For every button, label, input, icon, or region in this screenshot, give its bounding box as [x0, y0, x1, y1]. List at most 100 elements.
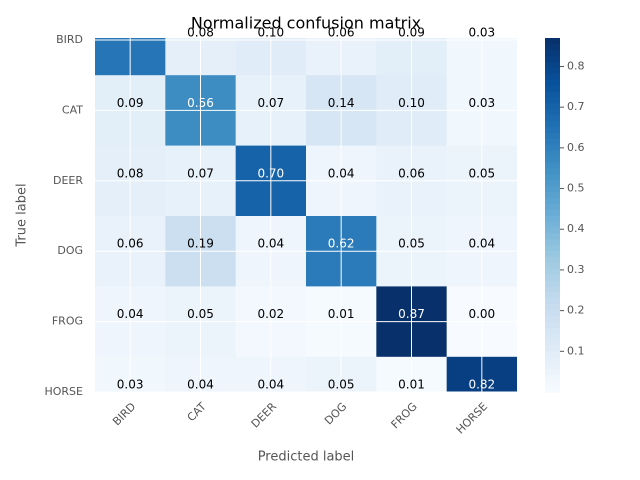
colorbar-segment — [545, 380, 560, 387]
colorbar-segment — [545, 197, 560, 204]
cell-label: 0.03 — [468, 96, 495, 110]
cell-label: 0.06 — [328, 26, 355, 40]
cell-label: 0.04 — [328, 166, 355, 180]
cell-label: 0.01 — [398, 378, 425, 392]
colorbar-segment — [545, 173, 560, 181]
colorbar-segment — [545, 120, 560, 128]
cell-label: 0.05 — [468, 166, 495, 180]
colorbar-segment — [545, 238, 560, 246]
cell-label: 0.62 — [328, 237, 355, 251]
x-tick-label: FROG — [389, 400, 420, 431]
cell-label: 0.05 — [187, 307, 214, 321]
colorbar-tick-label: 0.8 — [567, 59, 585, 72]
y-tick-label: CAT — [62, 103, 83, 116]
cell-label: 0.10 — [257, 26, 284, 40]
colorbar-segment — [545, 303, 560, 310]
colorbar-segment — [545, 344, 560, 352]
colorbar-segment — [545, 285, 560, 293]
colorbar-segment — [545, 156, 560, 163]
cell-label: 0.07 — [257, 96, 284, 110]
colorbar-segment — [545, 250, 560, 257]
colorbar-segment — [545, 362, 560, 369]
cell-label: 0.01 — [328, 307, 355, 321]
chart-title: Normalized confusion matrix — [191, 14, 421, 33]
cell-label: 0.06 — [398, 166, 425, 180]
cell-label: 0.04 — [257, 237, 284, 251]
colorbar-segment — [545, 291, 560, 299]
x-tick-label: HORSE — [454, 400, 490, 436]
colorbar-tick-label: 0.2 — [567, 304, 585, 317]
cell-label: 0.03 — [117, 378, 144, 392]
y-tick-label: DEER — [53, 174, 83, 187]
colorbar-segment — [545, 350, 560, 358]
cell-label: 0.04 — [117, 307, 144, 321]
y-tick-label: BIRD — [56, 33, 83, 46]
colorbar-segment — [545, 274, 560, 281]
colorbar-segment — [545, 43, 560, 51]
cell-label: 0.64 — [117, 26, 144, 40]
cell-label: 0.87 — [398, 307, 425, 321]
cell-label: 0.05 — [328, 378, 355, 392]
colorbar-segment — [545, 327, 560, 334]
colorbar-segment — [545, 85, 560, 92]
y-tick-label: FROG — [52, 315, 83, 328]
colorbar-segment — [545, 315, 560, 322]
colorbar-segment — [545, 150, 560, 157]
cell-label: 0.56 — [187, 96, 214, 110]
cell-label: 0.06 — [117, 237, 144, 251]
colorbar-segment — [545, 333, 560, 340]
colorbar-segment — [545, 262, 560, 269]
y-axis-label: True label — [15, 183, 30, 247]
colorbar-tick-label: 0.3 — [567, 263, 585, 276]
colorbar-tick-label: 0.5 — [567, 182, 585, 195]
colorbar-tick-label: 0.1 — [567, 344, 585, 357]
colorbar-segment — [545, 309, 560, 316]
cell-label: 0.82 — [468, 378, 495, 392]
cell-label: 0.04 — [257, 378, 284, 392]
colorbar-tick-label: 0.4 — [567, 222, 585, 235]
colorbar-segment — [545, 67, 560, 74]
x-tick-label: DOG — [322, 400, 349, 427]
x-tick-label: DEER — [249, 400, 280, 431]
x-axis-label: Predicted label — [258, 450, 355, 465]
colorbar-segment — [545, 102, 560, 110]
colorbar-segment — [545, 220, 560, 228]
colorbar-segment — [545, 226, 560, 234]
cell-label: 0.05 — [398, 237, 425, 251]
colorbar-segment — [545, 279, 560, 287]
colorbar-segment — [545, 232, 560, 240]
colorbar-segment — [545, 38, 560, 45]
colorbar-segment — [545, 144, 560, 151]
cell-label: 0.14 — [328, 96, 355, 110]
x-tick-label: BIRD — [110, 400, 138, 428]
colorbar-segment — [545, 191, 560, 198]
colorbar-segment — [545, 126, 560, 133]
colorbar-segment — [545, 386, 560, 393]
colorbar-segment — [545, 108, 560, 116]
colorbar-segment — [545, 179, 560, 187]
colorbar-segment — [545, 356, 560, 364]
colorbar-segment — [545, 256, 560, 263]
colorbar-segment — [545, 91, 560, 98]
colorbar-segment — [545, 321, 560, 328]
colorbar-segment — [545, 161, 560, 169]
colorbar-segment — [545, 209, 560, 216]
colorbar-segment — [545, 61, 560, 69]
cell-label: 0.04 — [187, 378, 214, 392]
colorbar-segment — [545, 185, 560, 192]
colorbar-segment — [545, 55, 560, 63]
cell-label: 0.03 — [468, 26, 495, 40]
cell-label: 0.04 — [468, 237, 495, 251]
x-tick-label: CAT — [185, 400, 209, 424]
colorbar-segment — [545, 73, 560, 80]
colorbar-segment — [545, 297, 560, 305]
colorbar-segment — [545, 215, 560, 222]
colorbar-segment — [545, 368, 560, 375]
colorbar-segment — [545, 203, 560, 210]
cell-label: 0.08 — [117, 166, 144, 180]
colorbar-tick-label: 0.7 — [567, 100, 585, 113]
cell-label: 0.02 — [257, 307, 284, 321]
colorbar-segment — [545, 114, 560, 122]
y-tick-label: HORSE — [44, 385, 83, 398]
